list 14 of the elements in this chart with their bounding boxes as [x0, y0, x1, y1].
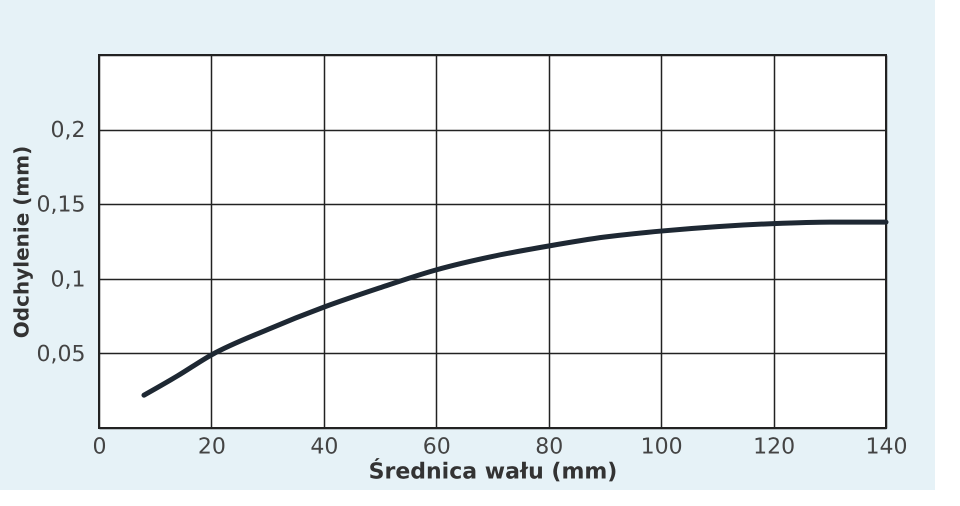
y-axis-title: Odchylenie (mm)	[10, 146, 34, 338]
x-tick-label: 40	[310, 434, 338, 460]
y-tick-label: 0,1	[50, 267, 86, 292]
y-tick-label: 0,2	[50, 118, 86, 144]
x-tick-label: 0	[92, 434, 106, 460]
x-tick-label: 80	[535, 434, 564, 460]
y-tick-label: 0,15	[36, 192, 86, 218]
x-tick-label: 120	[753, 434, 796, 460]
x-axis-title: Średnica wału (mm)	[368, 458, 618, 484]
x-tick-label: 60	[422, 434, 451, 460]
x-tick-label: 140	[866, 434, 908, 460]
x-tick-label: 100	[640, 434, 683, 460]
y-tick-label: 0,05	[36, 342, 86, 367]
x-tick-label: 20	[198, 434, 226, 460]
